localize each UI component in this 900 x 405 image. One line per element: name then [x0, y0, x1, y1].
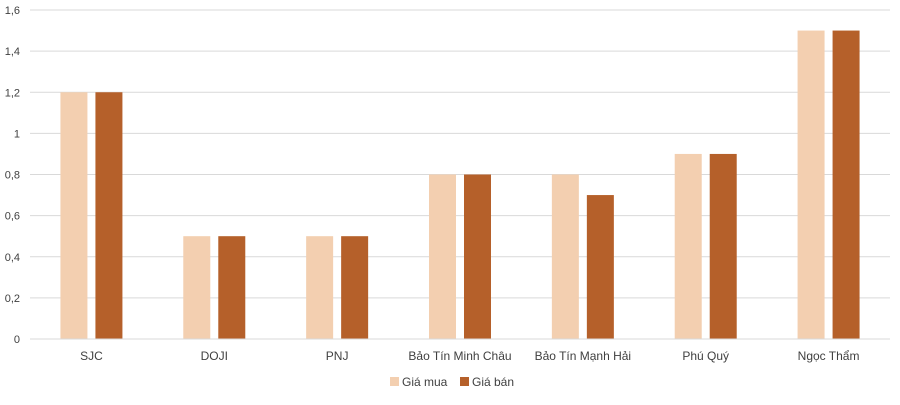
y-tick-label: 0,8: [5, 170, 20, 182]
bars: [60, 30, 860, 339]
legend-swatch: [390, 377, 399, 386]
x-axis-labels: SJC DOJI PNJ Bảo Tín Minh Châu Bảo Tín Mạnh …: [80, 349, 859, 363]
x-tick-label: Phú Quý: [682, 349, 729, 363]
x-tick-label: PNJ: [326, 349, 349, 363]
y-tick-label: 1,2: [5, 87, 20, 99]
x-tick-label: DOJI: [201, 349, 228, 363]
bar-gia-mua: [674, 153, 702, 339]
y-tick-label: 1,6: [5, 5, 20, 17]
bar-gia-ban: [218, 236, 246, 339]
y-tick-label: 1: [14, 128, 20, 140]
x-tick-label: SJC: [80, 349, 103, 363]
bar-gia-ban: [709, 153, 737, 339]
bar-gia-mua: [183, 236, 211, 339]
y-tick-label: 0,6: [5, 211, 20, 223]
legend-label: Giá mua: [402, 375, 448, 389]
y-tick-label: 1,4: [5, 46, 20, 58]
bar-gia-mua: [797, 30, 825, 339]
bar-gia-ban: [341, 236, 369, 339]
x-tick-label: Bảo Tín Minh Châu: [408, 349, 511, 363]
x-tick-label: Ngọc Thẩm: [798, 349, 860, 363]
bar-gia-ban: [586, 195, 614, 339]
y-tick-label: 0,4: [5, 252, 20, 264]
y-tick-label: 0: [14, 334, 20, 346]
legend: Giá mua Giá bán: [390, 375, 514, 389]
gridlines: [30, 9, 890, 299]
y-axis: 0 0,2 0,4 0,6 0,8 1 1,2 1,4 1,6: [5, 5, 20, 346]
bar-gia-mua: [306, 236, 334, 339]
legend-label: Giá bán: [472, 375, 514, 389]
legend-swatch: [460, 377, 469, 386]
bar-gia-mua: [60, 92, 88, 339]
bar-gia-mua: [551, 174, 579, 339]
bar-gia-ban: [832, 30, 860, 339]
bar-gia-mua: [429, 174, 456, 339]
y-tick-label: 0,2: [5, 293, 20, 305]
bar-gia-ban: [95, 92, 123, 339]
x-tick-label: Bảo Tín Mạnh Hải: [535, 349, 632, 363]
bar-gia-ban: [464, 174, 491, 339]
